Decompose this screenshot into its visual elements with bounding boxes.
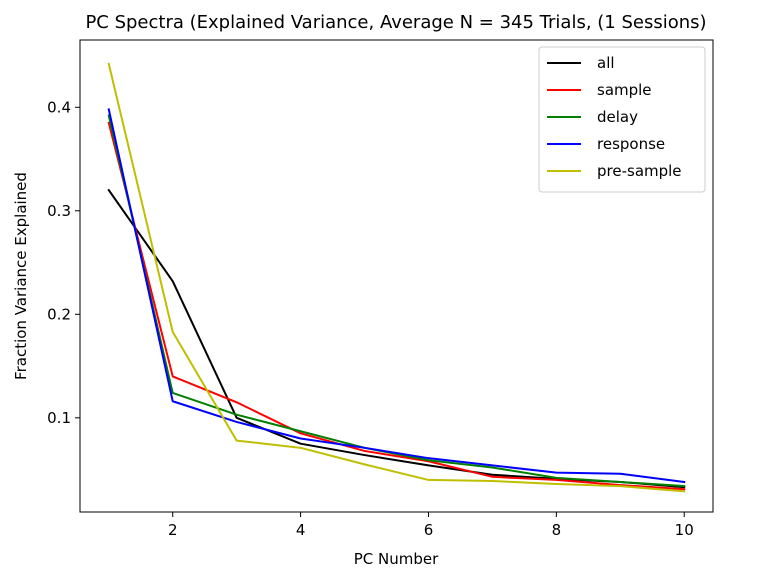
y-axis-label: Fraction Variance Explained [12,172,30,380]
chart-title: PC Spectra (Explained Variance, Average … [85,12,706,33]
legend-label-sample: sample [597,81,652,99]
legend: all sample delay response pre-sample [538,46,706,193]
y-tick-label: 0.3 [47,202,71,220]
y-tick-label: 0.2 [47,305,71,323]
x-tick-label: 8 [552,521,562,539]
x-tick-label: 10 [675,521,694,539]
series-line-delay [107,114,686,488]
y-tick-label: 0.4 [47,98,71,116]
axes: 2 4 6 8 10 0.1 0.2 0.3 0.4 [47,39,714,539]
legend-label-delay: delay [597,108,638,126]
y-tick-label: 0.1 [47,409,71,427]
axes-frame [79,39,714,513]
series-line-pre-sample [107,62,686,493]
legend-box [538,46,706,193]
x-tick-label: 6 [424,521,434,539]
x-tick-label: 4 [296,521,306,539]
x-axis-label: PC Number [354,550,439,568]
legend-label-all: all [597,54,615,72]
series-line-response [107,108,686,484]
legend-label-response: response [597,135,665,153]
series-line-sample [107,121,686,491]
plot-area [107,62,686,493]
x-tick-label: 2 [168,521,178,539]
legend-label-pre-sample: pre-sample [597,162,682,180]
series-line-all [107,188,686,489]
